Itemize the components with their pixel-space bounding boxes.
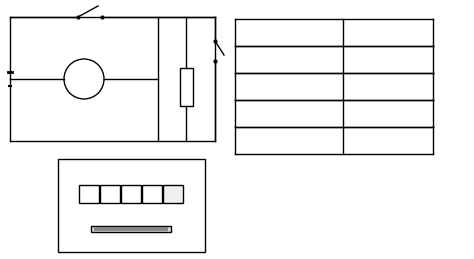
- Bar: [180, 68, 193, 106]
- Bar: [91, 226, 172, 232]
- Bar: [100, 185, 120, 203]
- Bar: [58, 159, 205, 252]
- Bar: [143, 185, 163, 203]
- Bar: [80, 185, 100, 203]
- Bar: [121, 185, 142, 203]
- Bar: [164, 185, 183, 203]
